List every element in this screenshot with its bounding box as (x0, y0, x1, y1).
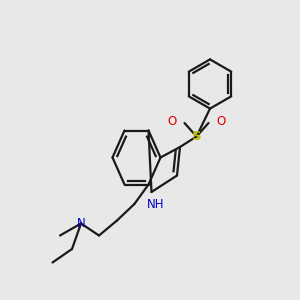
Text: O: O (167, 115, 176, 128)
Text: S: S (192, 130, 201, 143)
Text: N: N (76, 217, 85, 230)
Text: NH: NH (147, 197, 165, 211)
Text: O: O (217, 115, 226, 128)
